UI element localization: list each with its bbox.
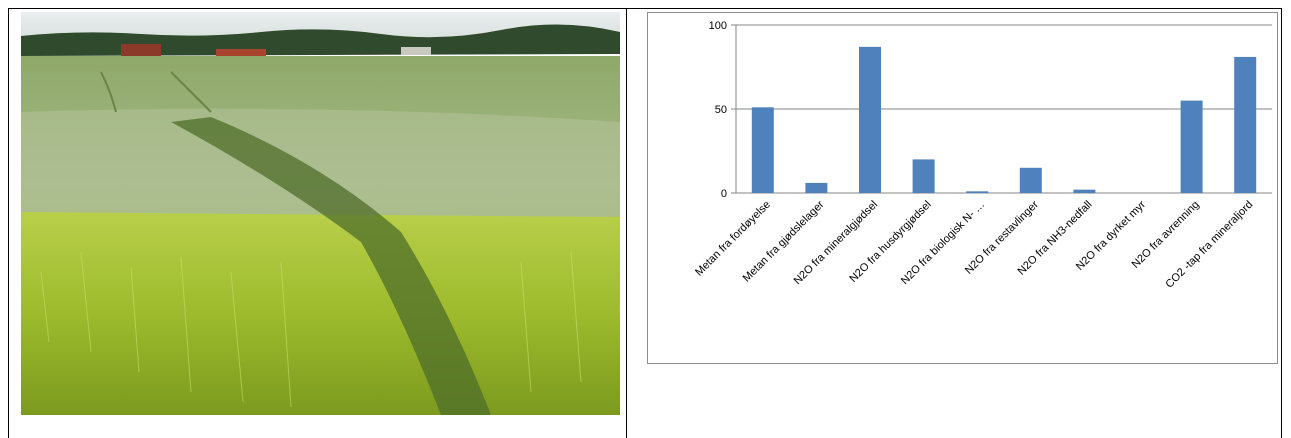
y-tick-label: 0: [721, 188, 727, 200]
wheat-field-image: [21, 12, 620, 415]
bar: [966, 191, 989, 193]
table-cell-divider: [626, 8, 627, 438]
bar: [859, 46, 881, 194]
bar: [1234, 56, 1257, 193]
bar: [1073, 189, 1096, 193]
y-tick-label: 50: [715, 104, 727, 116]
wheat-field-photo: [21, 12, 620, 415]
y-tick-label: 100: [709, 20, 727, 32]
bar: [1019, 167, 1042, 193]
table-frame: [8, 8, 1282, 438]
bar-chart: 0 50 100 Metan fra fordøyelse Metan fra gjø…: [647, 12, 1278, 364]
bar: [1180, 100, 1203, 193]
bar: [805, 182, 828, 193]
x-category-label: CO2 -tap fra mineraljord: [1163, 199, 1255, 291]
bar: [912, 159, 935, 193]
bar: [751, 107, 774, 193]
